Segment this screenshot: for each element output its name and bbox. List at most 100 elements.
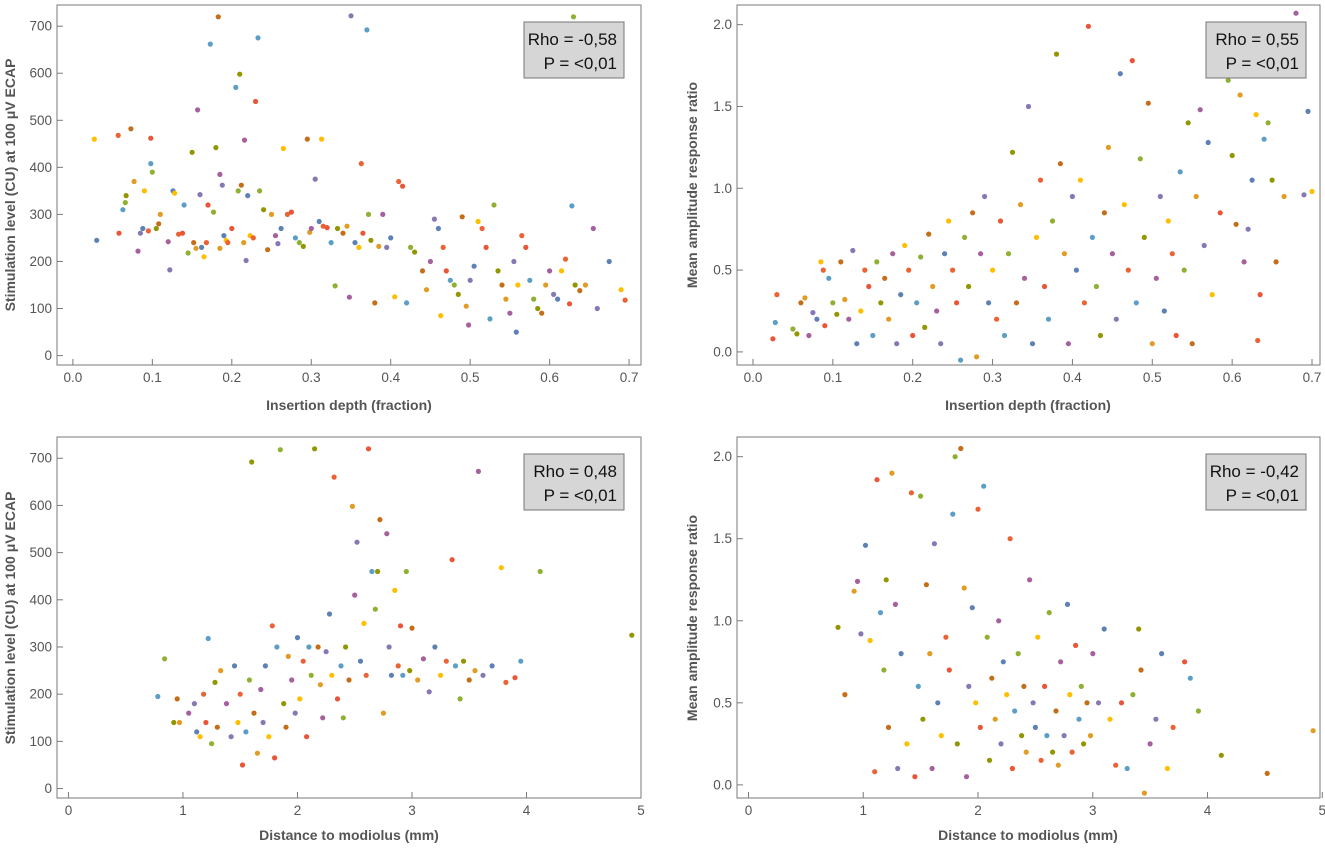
data-point (1253, 112, 1259, 118)
data-point (498, 565, 504, 571)
data-point (1049, 218, 1056, 224)
data-point (569, 203, 575, 209)
data-point (354, 539, 360, 545)
y-tick-label: 300 (29, 639, 52, 654)
data-point (523, 244, 529, 250)
data-point (186, 710, 192, 716)
data-point (1055, 762, 1061, 768)
x-axis-label: Distance to modiolus (mm) (259, 827, 439, 843)
x-tick-label: 2 (294, 803, 302, 818)
data-point (277, 447, 283, 453)
data-point (380, 211, 386, 217)
data-point (1073, 267, 1079, 273)
plot-frame (736, 4, 1321, 366)
data-point (1141, 790, 1147, 796)
data-point (228, 734, 234, 740)
data-point (472, 668, 478, 674)
data-point (340, 715, 346, 721)
data-point (1097, 332, 1103, 339)
data-point (243, 257, 249, 264)
data-point (1159, 651, 1165, 657)
data-point (1264, 770, 1270, 777)
data-point (357, 658, 364, 664)
data-point (834, 311, 840, 317)
data-point (308, 672, 314, 678)
data-point (455, 291, 461, 297)
data-point (1078, 683, 1084, 690)
data-point (438, 672, 444, 678)
data-point (194, 729, 200, 735)
data-point (388, 672, 394, 678)
data-point (878, 300, 884, 306)
data-point (268, 211, 275, 217)
data-point (171, 719, 177, 726)
data-point (618, 287, 624, 293)
data-point (1229, 152, 1235, 159)
data-point (1261, 136, 1267, 142)
data-point (191, 701, 197, 707)
data-point (344, 223, 350, 229)
data-point (235, 719, 241, 726)
data-point (283, 724, 289, 730)
data-point (451, 282, 457, 288)
data-point (1069, 749, 1075, 755)
data-point (229, 225, 235, 232)
data-point (272, 233, 279, 239)
data-point (543, 282, 549, 288)
data-point (555, 296, 561, 302)
data-point (1089, 234, 1095, 240)
data-point (1061, 733, 1067, 739)
data-point (162, 656, 168, 662)
data-point (483, 244, 489, 250)
data-point (217, 171, 223, 177)
data-point (495, 268, 501, 274)
data-point (289, 677, 295, 683)
data-point (480, 672, 486, 678)
data-point (1061, 251, 1067, 257)
data-point (189, 149, 195, 155)
data-point (1241, 259, 1247, 265)
rho-value: Rho = -0,58 (528, 30, 617, 49)
data-point (352, 240, 358, 246)
data-point (818, 259, 824, 265)
data-point (312, 446, 318, 452)
data-point (294, 635, 301, 641)
data-point (1032, 724, 1038, 731)
data-point (334, 696, 341, 702)
data-point (1165, 218, 1171, 224)
data-point (1044, 733, 1050, 739)
data-point (1046, 610, 1052, 616)
data-point (1053, 708, 1059, 714)
y-axis-label: Mean amplitude response ratio (684, 82, 700, 288)
data-point (384, 244, 390, 250)
data-point (1058, 659, 1064, 665)
data-point (235, 188, 241, 194)
data-point (284, 211, 290, 217)
data-point (1185, 120, 1191, 126)
data-point (172, 190, 178, 196)
y-axis-label: Stimulation level (CU) at 100 μV ECAP (2, 492, 18, 745)
x-tick-label: 3 (408, 803, 416, 818)
data-point (961, 585, 967, 591)
data-point (512, 675, 518, 681)
data-point (94, 237, 100, 243)
y-tick-label: 100 (29, 734, 52, 749)
y-tick-label: 0.0 (713, 777, 732, 792)
data-point (269, 623, 275, 629)
data-point (400, 672, 406, 678)
x-tick-label: 3 (1089, 803, 1097, 818)
data-point (432, 644, 438, 650)
data-point (503, 296, 509, 302)
data-point (365, 446, 372, 452)
data-point (292, 235, 298, 241)
data-point (862, 267, 868, 273)
data-point (889, 470, 895, 476)
data-point (1125, 267, 1131, 273)
data-point (981, 483, 987, 489)
data-point (1310, 728, 1316, 734)
data-point (1137, 156, 1143, 162)
y-tick-label: 1.0 (713, 181, 732, 196)
data-point (201, 691, 207, 697)
data-point (1233, 221, 1239, 227)
data-point (258, 686, 264, 693)
